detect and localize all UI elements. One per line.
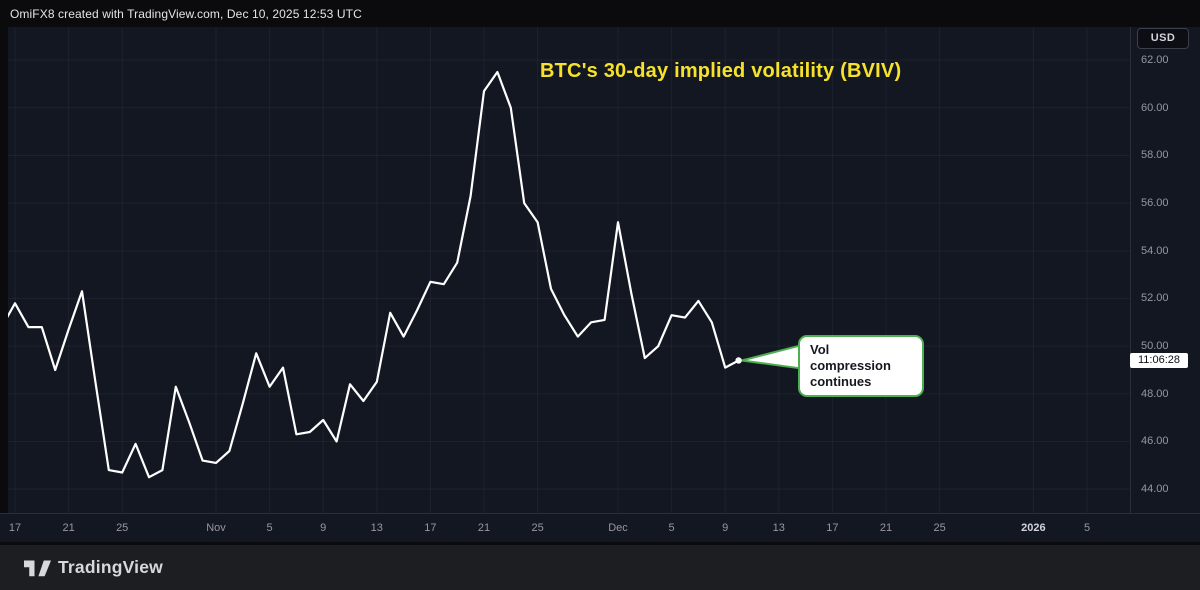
footer-bar: TradingView [0,542,1200,590]
currency-usd-button[interactable]: USD [1137,28,1189,49]
time-axis-label: 17 [8,522,22,534]
callout-text-line2: continues [810,374,872,389]
price-axis-label: 56.00 [1141,197,1169,210]
chart-pane[interactable]: BTC's 30-day implied volatility (BVIV) V… [8,27,1130,513]
attribution-bar: OmiFX8 created with TradingView.com, Dec… [0,0,1200,27]
price-axis-label: 58.00 [1141,149,1169,162]
time-axis-label: 17 [826,522,839,534]
price-axis-label: 54.00 [1141,244,1169,257]
callout-tail [740,344,803,370]
price-axis-label: 60.00 [1141,101,1169,114]
price-line [8,70,740,479]
price-axis-label: 44.00 [1141,483,1169,496]
price-axis[interactable]: USD 11:06:28 62.00 60.00 58.00 56.00 54.00 52… [1130,27,1200,542]
callout-text-line1: Vol compression [810,342,891,373]
price-axis-label: 46.00 [1141,435,1169,448]
attribution-text: OmiFX8 created with TradingView.com, Dec… [10,6,362,21]
time-axis-label: 25 [531,522,544,534]
time-axis-label: 5 [1083,522,1091,534]
time-axis-label: 21 [62,522,75,534]
time-axis-label: 13 [772,522,785,534]
grid-lines [8,27,1130,513]
callout-box[interactable]: Vol compression continues [798,335,924,397]
time-axis-label: 25 [933,522,946,534]
last-point-marker [735,357,742,364]
time-axis-label: 17 [424,522,437,534]
time-axis-label: 21 [879,522,893,534]
time-axis-label: 9 [722,522,729,534]
price-axis-label: 48.00 [1141,387,1169,400]
time-axis[interactable]: 17 21 25 Nov 5 9 13 17 21 25 Dec 5 9 13 17 21 25 2026 5 [0,513,1200,542]
time-axis-label: 13 [370,522,383,534]
left-margin-strip [0,27,8,542]
time-axis-label: 2026 [1021,522,1046,534]
tradingview-logo[interactable]: TradingView [24,557,163,578]
time-axis-label: Nov [206,522,226,534]
chart-svg [8,27,1130,513]
chart-title-annotation[interactable]: BTC's 30-day implied volatility (BVIV) [540,60,902,82]
countdown-label: 11:06:28 [1130,352,1188,368]
tradingview-wordmark: TradingView [58,557,163,577]
time-axis-label: Dec [608,522,628,534]
time-axis-label: 5 [668,522,675,534]
time-axis-label: 5 [266,522,273,534]
price-axis-label: 50.00 [1141,340,1169,353]
price-axis-label: 52.00 [1141,292,1169,305]
price-axis-label: 62.00 [1141,54,1169,67]
time-axis-label: 25 [116,522,129,534]
time-axis-label: 21 [477,522,491,534]
tradingview-logo-icon [24,560,51,576]
time-axis-label: 9 [320,522,327,534]
